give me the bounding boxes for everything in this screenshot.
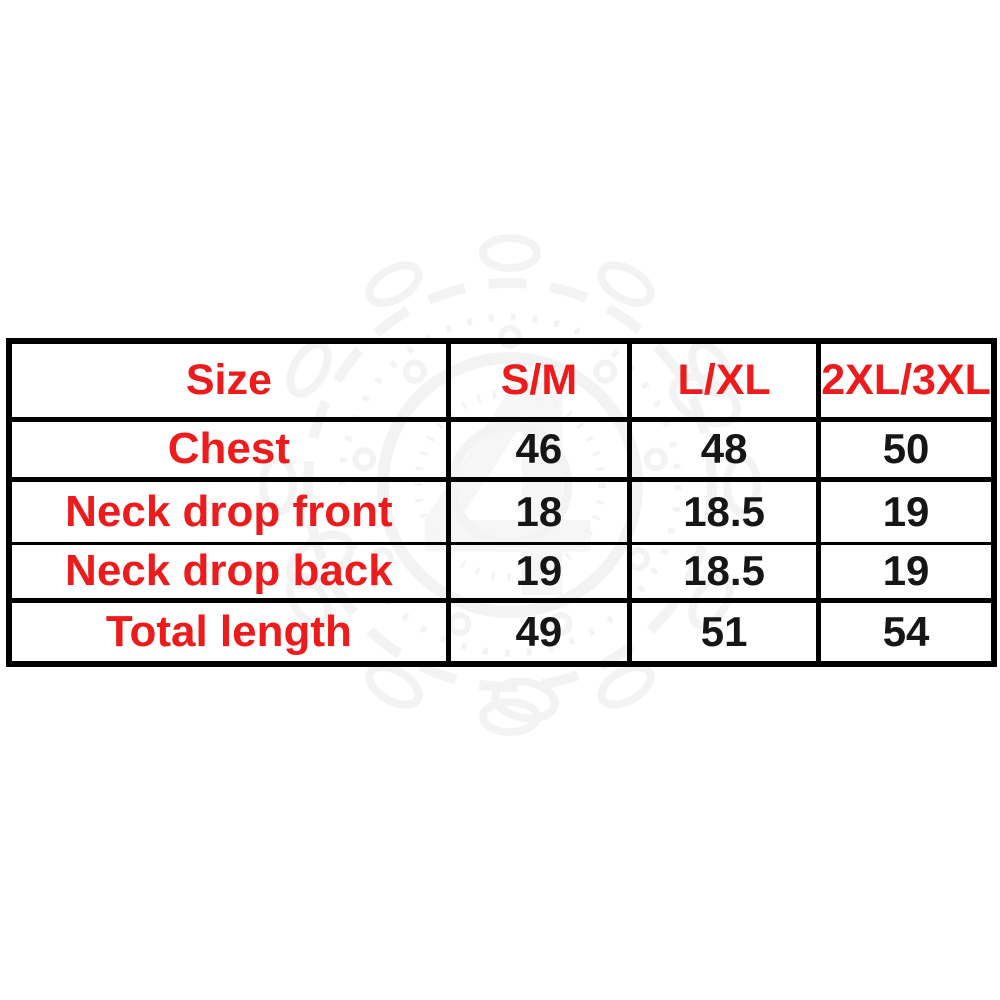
cell-neck-back-lxl: 18.5	[627, 541, 822, 603]
cell-total-lxl: 51	[627, 597, 822, 667]
row-label-neck-drop-front: Neck drop front	[6, 476, 451, 545]
table-row-total-length: Total length 49 51 54	[6, 597, 997, 667]
header-col-2xl3xl: 2XL/3XL	[816, 338, 997, 422]
cell-total-sm: 49	[445, 597, 633, 667]
cell-chest-2xl3xl: 50	[816, 416, 997, 482]
row-label-chest: Chest	[6, 416, 451, 482]
row-label-neck-drop-back: Neck drop back	[6, 541, 451, 603]
cell-chest-sm: 46	[445, 416, 633, 482]
row-label-total-length: Total length	[6, 597, 451, 667]
header-col-lxl: L/XL	[627, 338, 822, 422]
header-col-sm: S/M	[445, 338, 633, 422]
cell-chest-lxl: 48	[627, 416, 822, 482]
header-size-label: Size	[6, 338, 451, 422]
cell-neck-back-2xl3xl: 19	[816, 541, 997, 603]
table-row-chest: Chest 46 48 50	[6, 416, 997, 482]
cell-neck-front-lxl: 18.5	[627, 476, 822, 545]
cell-neck-front-sm: 18	[445, 476, 633, 545]
size-chart-table: Size S/M L/XL 2XL/3XL Chest 46 48 50 Nec…	[6, 338, 997, 667]
table-row-neck-drop-back: Neck drop back 19 18.5 19	[6, 541, 997, 603]
cell-total-2xl3xl: 54	[816, 597, 997, 667]
cell-neck-back-sm: 19	[445, 541, 633, 603]
cell-neck-front-2xl3xl: 19	[816, 476, 997, 545]
table-header-row: Size S/M L/XL 2XL/3XL	[6, 338, 997, 422]
table-row-neck-drop-front: Neck drop front 18 18.5 19	[6, 476, 997, 545]
